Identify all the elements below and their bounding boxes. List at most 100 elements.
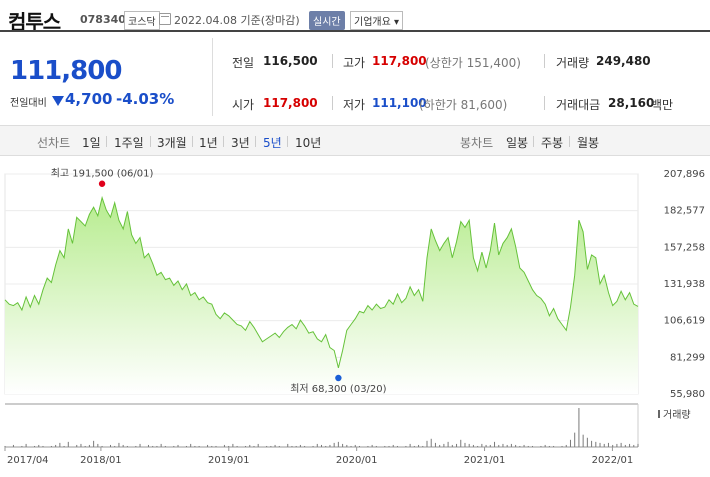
market-badge: 코스닥	[124, 11, 160, 30]
volume-bar	[21, 445, 23, 447]
volume-bar	[76, 444, 78, 447]
volume-bar	[430, 438, 432, 447]
open-label: 시가	[232, 98, 255, 112]
low-annotation: 최저 68,300 (03/20)	[290, 383, 386, 395]
volume-bar	[88, 444, 90, 447]
volume-bar	[481, 443, 483, 447]
volume-bar	[270, 445, 272, 447]
volume-bar	[118, 442, 120, 447]
volume-bar	[456, 443, 458, 447]
amount-label: 거래대금	[556, 98, 601, 112]
volume-bar	[595, 441, 597, 447]
x-tick-label: 2019/01	[208, 455, 250, 466]
volume-legend-swatch	[658, 410, 660, 418]
volume-bar	[122, 444, 124, 447]
volume-bar	[245, 445, 247, 447]
high-value: 117,800	[372, 54, 427, 68]
volume-bar	[194, 445, 196, 447]
period-5y[interactable]: 5년	[263, 136, 282, 150]
line-chart-label: 선차트	[37, 136, 71, 150]
volume-bar	[574, 432, 576, 447]
volume-bar	[274, 444, 276, 447]
amount-unit: 백만	[651, 98, 674, 112]
volume-bar	[607, 442, 609, 447]
volume-bar	[532, 445, 533, 447]
period-3y[interactable]: 3년	[231, 136, 250, 150]
volume-bar	[126, 445, 128, 447]
volume-bar	[553, 445, 555, 447]
period-3m[interactable]: 3개월	[157, 136, 187, 150]
volume-bar	[358, 445, 360, 447]
volume-bar	[42, 445, 44, 447]
volume-bar	[477, 445, 479, 447]
period-1y[interactable]: 1년	[199, 136, 218, 150]
volume-bar	[350, 445, 352, 447]
realtime-button[interactable]: 실시간	[309, 11, 345, 30]
volume-bar	[228, 445, 230, 447]
change-label: 전일대비	[10, 98, 47, 109]
volume-bar	[185, 445, 187, 447]
volume-bar	[388, 445, 390, 447]
lower-limit: (하한가 81,600)	[419, 98, 508, 112]
separator	[106, 136, 107, 147]
volume-bar	[586, 437, 588, 447]
volume-bar	[333, 442, 335, 447]
period-1d[interactable]: 1일	[82, 136, 101, 150]
high-marker	[98, 180, 106, 187]
volume-bar	[591, 440, 593, 447]
separator	[150, 136, 151, 147]
y-axis: 207,896 182,577 157,258 131,938 106,619 81,29…	[664, 169, 705, 400]
volume-bar	[211, 445, 213, 447]
separator	[569, 136, 570, 147]
volume-bar	[253, 445, 255, 447]
volume-bar	[67, 441, 69, 447]
x-tick-label: 2017/04	[7, 455, 49, 466]
volume-bar	[439, 444, 441, 447]
volume-bar	[329, 444, 331, 447]
volume-bar	[321, 444, 322, 447]
volume-bar	[4, 445, 6, 447]
volume-bar	[451, 444, 453, 447]
separator	[544, 96, 545, 110]
low-value: 111,100	[372, 96, 427, 110]
volume-bar	[515, 444, 517, 447]
period-1w[interactable]: 1주일	[114, 136, 144, 150]
volume-bar	[342, 443, 344, 447]
volume-bar	[544, 444, 546, 447]
candle-weekly[interactable]: 주봉	[541, 136, 564, 150]
x-axis: 2017/04 2018/01 2019/01 2020/01 2021/01 2022/…	[4, 447, 633, 466]
separator	[255, 136, 256, 147]
volume-bar	[472, 444, 474, 447]
volume-bar	[375, 445, 377, 447]
volume-bar	[561, 445, 563, 447]
volume-bar	[101, 445, 103, 447]
stock-code: 078340	[80, 13, 126, 26]
volume-bar	[578, 408, 580, 447]
candle-daily[interactable]: 일봉	[506, 136, 529, 150]
candle-monthly[interactable]: 월봉	[577, 136, 600, 150]
volume-bar	[114, 445, 116, 447]
volume-bar	[443, 443, 445, 447]
volume-bar	[565, 444, 567, 447]
quote-divider	[212, 38, 213, 116]
volume-bar	[177, 444, 179, 447]
volume-bar	[257, 443, 259, 447]
y-tick-label: 207,896	[664, 169, 705, 180]
volume-bars	[4, 408, 639, 447]
separator	[287, 136, 288, 147]
volume-bar	[489, 444, 491, 447]
volume-bar	[494, 441, 496, 447]
volume-bar	[523, 444, 525, 447]
volume-bar	[527, 445, 529, 447]
volume-bar	[295, 445, 297, 447]
volume-bar	[63, 445, 65, 447]
volume-bar	[236, 445, 238, 447]
company-info-dropdown[interactable]: 기업개요 ▾	[350, 11, 403, 30]
volume-bar	[38, 444, 40, 447]
volume-bar	[34, 445, 36, 447]
separator	[332, 54, 333, 68]
volume-bar	[190, 443, 192, 447]
volume-bar	[612, 444, 614, 447]
period-10y[interactable]: 10년	[295, 136, 322, 150]
volume-bar	[156, 445, 158, 447]
